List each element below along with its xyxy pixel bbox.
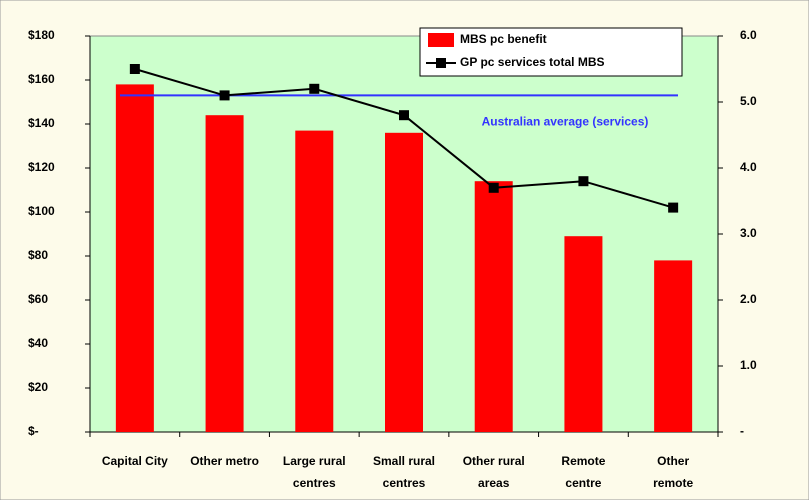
bar <box>295 130 334 432</box>
line-marker <box>309 83 320 94</box>
y-tick-label: $140 <box>28 116 55 130</box>
legend-swatch <box>428 33 454 47</box>
line-marker <box>399 110 409 121</box>
x-tick-label: centres <box>383 476 426 490</box>
line-marker <box>129 64 140 74</box>
y-tick-label: $120 <box>28 160 55 174</box>
x-tick-label: remote <box>653 476 693 490</box>
x-tick-label: Other metro <box>190 454 259 468</box>
line-marker <box>488 182 499 193</box>
bar <box>654 260 693 432</box>
y2-tick-label: 3.0 <box>740 226 757 240</box>
bar <box>385 132 423 433</box>
y2-tick-label: 1.0 <box>740 358 757 372</box>
y-tick-label: $60 <box>28 292 48 306</box>
reference-label: Australian average (services) <box>482 115 649 129</box>
x-tick-label: Other rural <box>463 454 525 468</box>
y-tick-label: $180 <box>28 28 55 42</box>
legend-label: GP pc services total MBS <box>460 55 605 69</box>
legend-marker <box>436 58 446 68</box>
y-tick-label: $40 <box>28 336 48 350</box>
y-tick-label: $- <box>28 424 39 438</box>
x-tick-label: centres <box>293 476 336 490</box>
x-tick-label: centre <box>565 476 601 490</box>
x-tick-label: Other <box>657 454 689 468</box>
x-tick-label: Capital City <box>102 454 168 468</box>
y2-tick-label: - <box>740 424 744 438</box>
legend-box <box>419 27 683 77</box>
x-tick-label: Large rural <box>283 454 346 468</box>
y2-tick-label: 5.0 <box>740 94 757 108</box>
y-tick-label: $80 <box>28 248 48 262</box>
y2-tick-label: 2.0 <box>740 292 757 306</box>
line-marker <box>219 90 230 101</box>
line-marker <box>578 176 589 187</box>
bar <box>564 236 603 432</box>
bar <box>474 181 513 432</box>
y-tick-label: $100 <box>28 204 55 218</box>
bar <box>115 84 154 433</box>
y2-tick-label: 6.0 <box>740 28 757 42</box>
bar <box>205 115 244 432</box>
legend-label: MBS pc benefit <box>460 32 547 46</box>
x-tick-label: Small rural <box>373 454 435 468</box>
line-marker <box>668 202 679 213</box>
y2-tick-label: 4.0 <box>740 160 757 174</box>
y-tick-label: $20 <box>28 380 48 394</box>
x-tick-label: Remote <box>561 454 605 468</box>
x-tick-label: areas <box>478 476 510 490</box>
y-tick-label: $160 <box>28 72 55 86</box>
